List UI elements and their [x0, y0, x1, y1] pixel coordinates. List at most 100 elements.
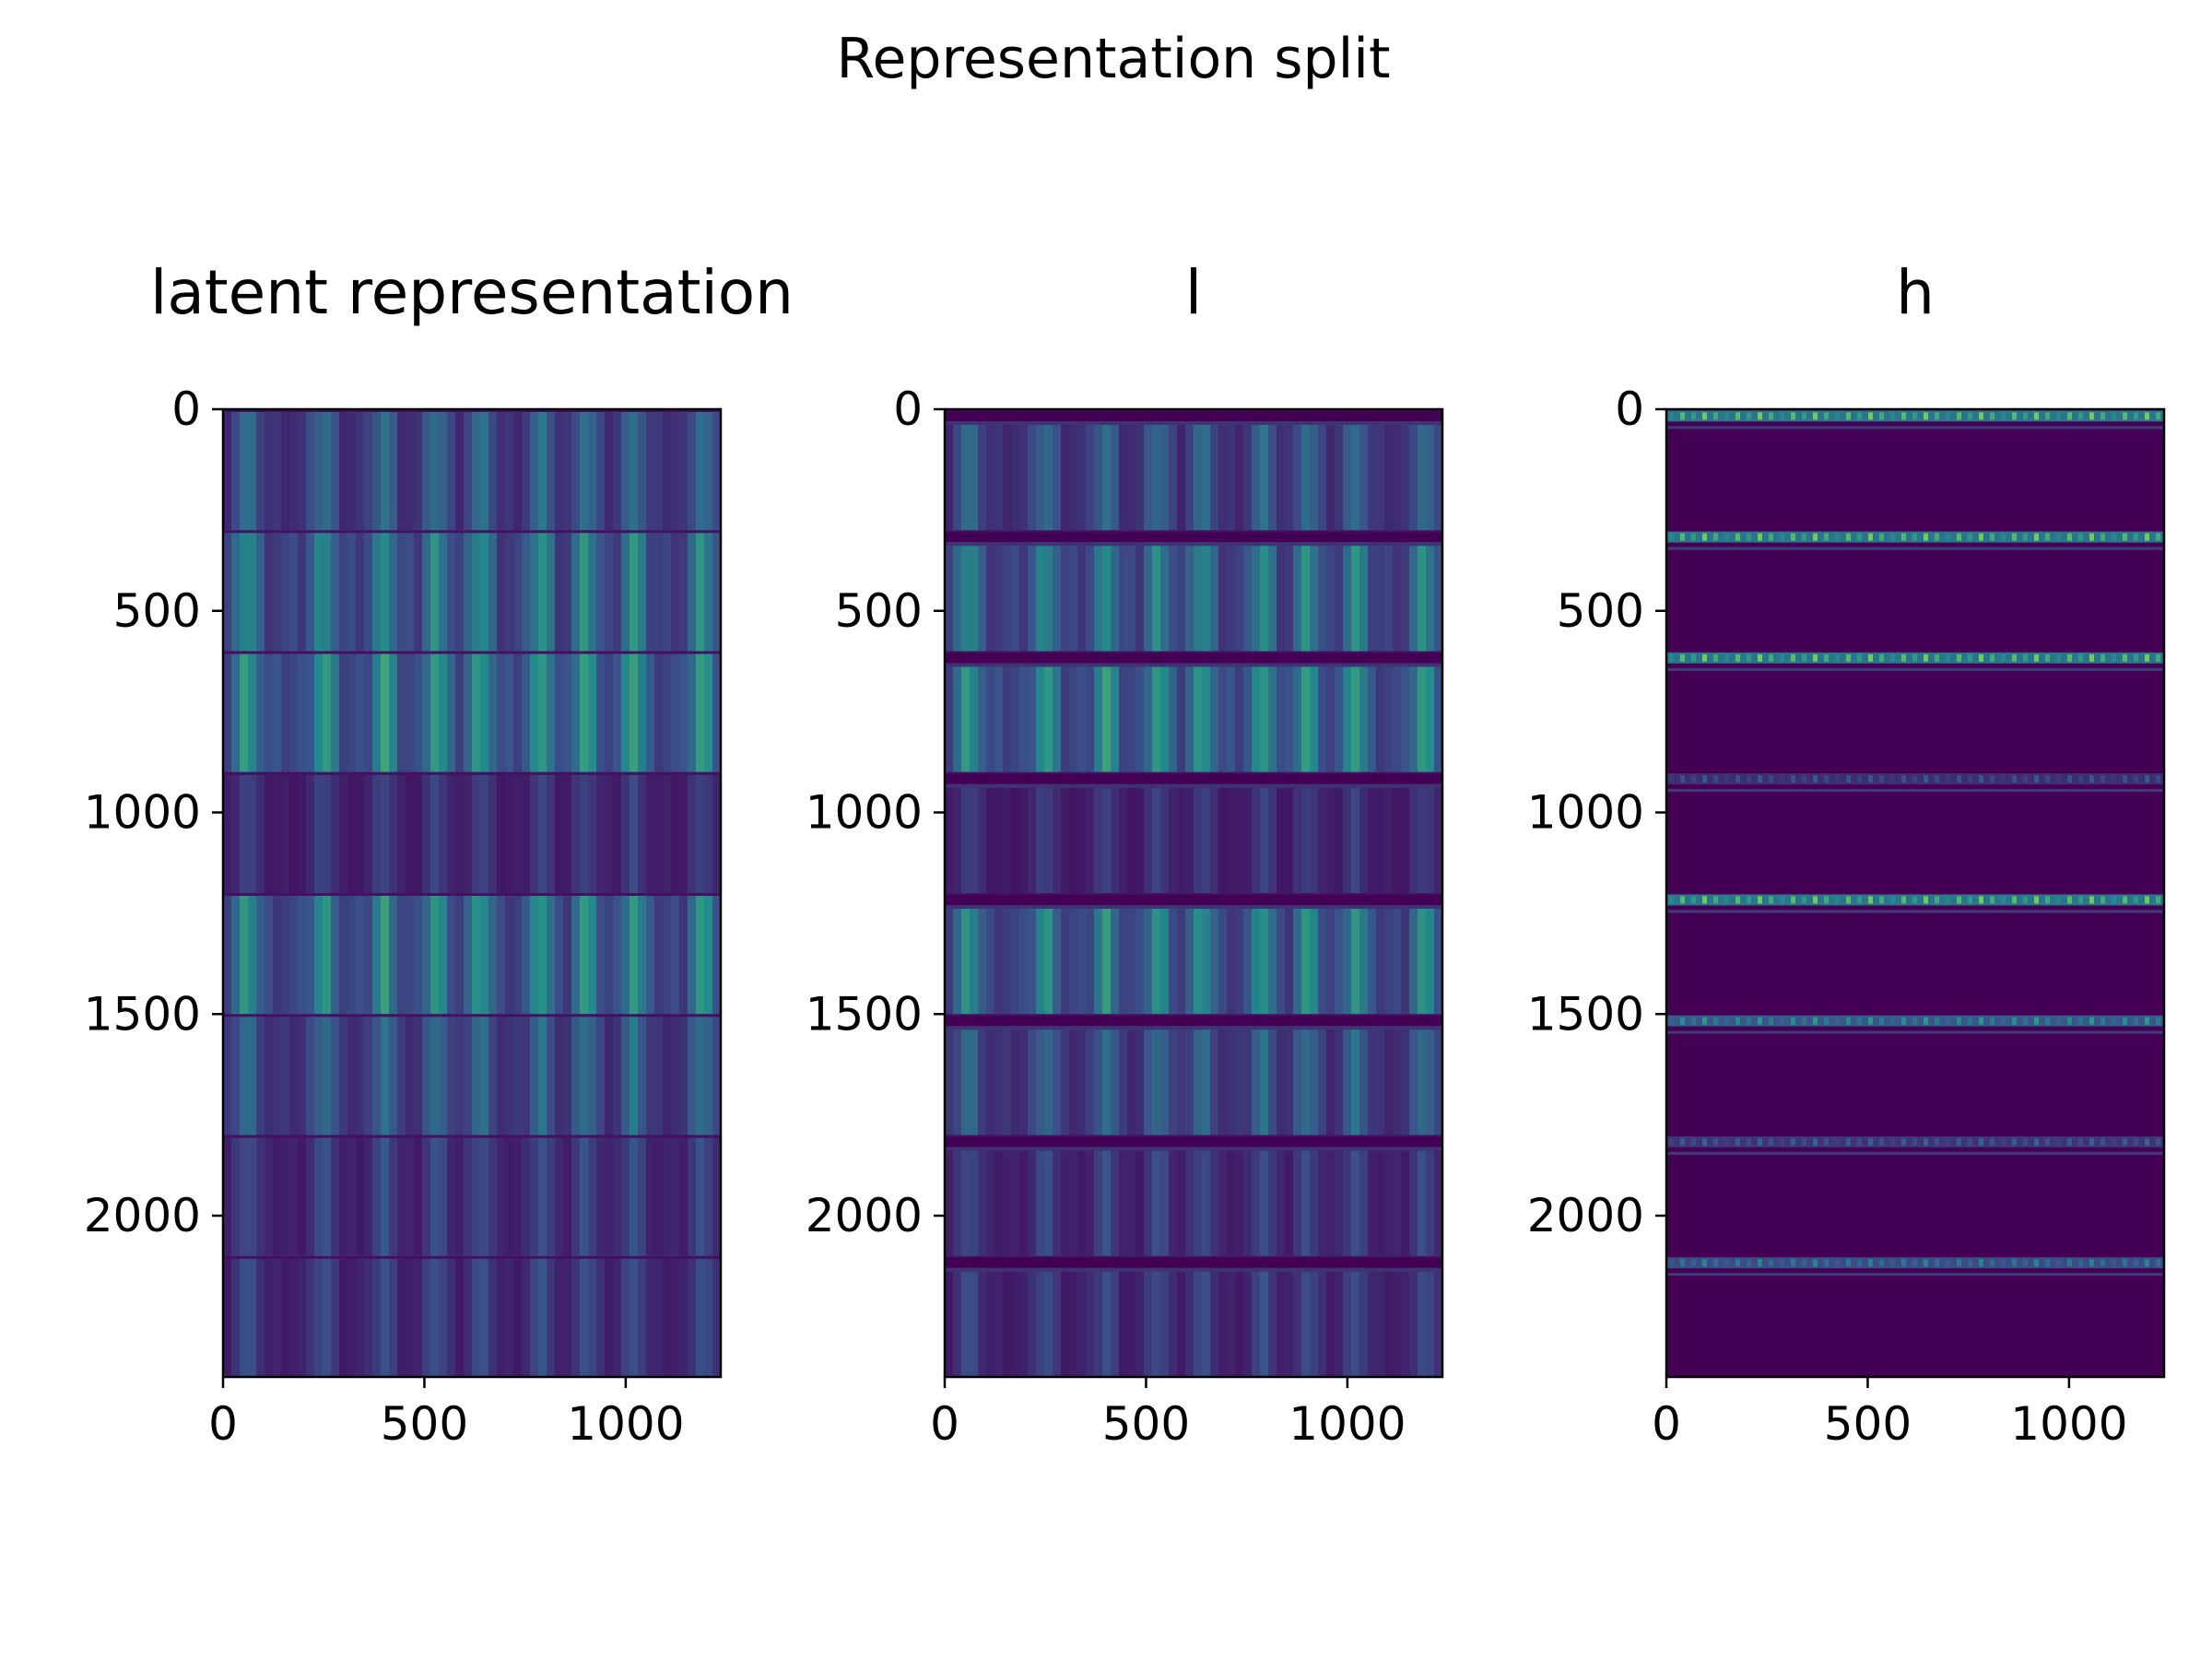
heatmap-streak [1185, 1135, 1194, 1256]
heatmap-streak [1044, 1135, 1053, 1256]
band-dot [1968, 412, 1972, 420]
band-shadow [1666, 910, 2164, 913]
heatmap-streak [339, 771, 348, 893]
heatmap-streak [406, 1014, 415, 1135]
heatmap-streak [1268, 651, 1277, 772]
dark-band-edge [945, 1026, 1442, 1030]
band-dot [1680, 653, 1685, 662]
band-dot [1901, 896, 1906, 904]
band-dot [1813, 775, 1818, 783]
heatmap-streak [1094, 1255, 1103, 1377]
band-dot [2123, 533, 2127, 541]
heatmap-streak [654, 1014, 664, 1135]
heatmap-streak [986, 893, 995, 1015]
heatmap-streak [629, 1014, 639, 1135]
heatmap-streak [712, 530, 721, 652]
heatmap-streak [986, 530, 995, 652]
band-dot [1946, 653, 1950, 662]
heatmap-streak [1044, 409, 1053, 531]
heatmap-streak [1011, 409, 1020, 531]
heatmap-streak [1401, 530, 1410, 652]
heatmap-streak [613, 1014, 622, 1135]
panel-3: h 0 500 1000 1500 2000 0 500 1000 [1527, 257, 2166, 1451]
heatmap-streak [530, 1135, 539, 1256]
heatmap-streak [430, 893, 440, 1015]
heatmap-streak [1011, 893, 1020, 1015]
heatmap-streak [1218, 530, 1228, 652]
heatmap-streak [223, 1014, 232, 1135]
band-dot [1813, 1259, 1818, 1267]
band-dot [1735, 1137, 1740, 1146]
band-dot [2100, 1017, 2105, 1025]
heatmap-streak [314, 530, 324, 652]
heatmap-streak [1368, 651, 1377, 772]
band-dot [2012, 1259, 2017, 1267]
heatmap-streak [1019, 1014, 1029, 1135]
heatmap-streak [1293, 530, 1302, 652]
y-tick-label: 1000 [84, 786, 201, 840]
block-separator [223, 1014, 721, 1018]
heatmap-streak [961, 893, 971, 1015]
heatmap-streak [1376, 893, 1385, 1015]
heatmap-streak [638, 1135, 647, 1256]
heatmap-streak [1401, 651, 1410, 772]
heatmap-streak [712, 1135, 721, 1256]
heatmap-streak [1036, 1135, 1045, 1256]
band-dot [2067, 775, 2072, 783]
heatmap-streak [1218, 1135, 1228, 1256]
heatmap-streak [422, 1014, 431, 1135]
heatmap-streak [654, 1135, 664, 1256]
band-dot [1879, 1259, 1884, 1267]
heatmap-streak [464, 1255, 473, 1377]
band-shadow [1666, 667, 2164, 671]
heatmap-streak [248, 893, 257, 1015]
heatmap-streak [1227, 771, 1236, 893]
heatmap-streak [571, 409, 581, 531]
heatmap-streak [580, 530, 589, 652]
band-dot [2100, 896, 2105, 904]
heatmap-streak [1019, 1255, 1029, 1377]
heatmap-streak [945, 893, 954, 1015]
block-separator [223, 1135, 721, 1138]
band-dot [1735, 1259, 1740, 1267]
heatmap-streak [364, 893, 373, 1015]
heatmap-streak [654, 651, 664, 772]
heatmap-streak [265, 771, 274, 893]
dark-band-edge [945, 421, 1442, 425]
heatmap-streak [646, 1014, 655, 1135]
heatmap-streak [372, 1135, 382, 1256]
heatmap-streak [1061, 893, 1070, 1015]
heatmap-streak [1194, 1255, 1203, 1377]
band-dot [1824, 653, 1829, 662]
dark-band [945, 1136, 1442, 1147]
heatmap-streak [1036, 651, 1045, 772]
heatmap-streak [1293, 409, 1302, 531]
heatmap-streak [422, 409, 431, 531]
heatmap-streak [1409, 409, 1418, 531]
heatmap-streak [488, 409, 498, 531]
band-dot [2134, 1259, 2138, 1267]
band-dot [1924, 896, 1928, 904]
heatmap-streak [314, 1014, 324, 1135]
band-dot [2100, 533, 2105, 541]
band-dot [2034, 533, 2039, 541]
heatmap-streak [571, 1255, 581, 1377]
band-dot [1691, 775, 1696, 783]
heatmap-streak [223, 1255, 232, 1377]
heatmap-streak [970, 1255, 979, 1377]
heatmap-streak [1177, 1014, 1186, 1135]
heatmap-streak [638, 1255, 647, 1377]
heatmap-streak [1227, 409, 1236, 531]
band-dot [1946, 412, 1950, 420]
band-dot [1946, 1259, 1950, 1267]
heatmap-streak [1077, 893, 1087, 1015]
heatmap-streak [406, 530, 415, 652]
heatmap-streak [994, 1135, 1004, 1256]
band-dot [1879, 653, 1884, 662]
band-dot [2156, 1017, 2160, 1025]
band-dot [1824, 1017, 1829, 1025]
band-dot [1713, 1259, 1718, 1267]
heatmap-streak [406, 651, 415, 772]
heatmap-streak [1227, 893, 1236, 1015]
heatmap-streak [1376, 530, 1385, 652]
